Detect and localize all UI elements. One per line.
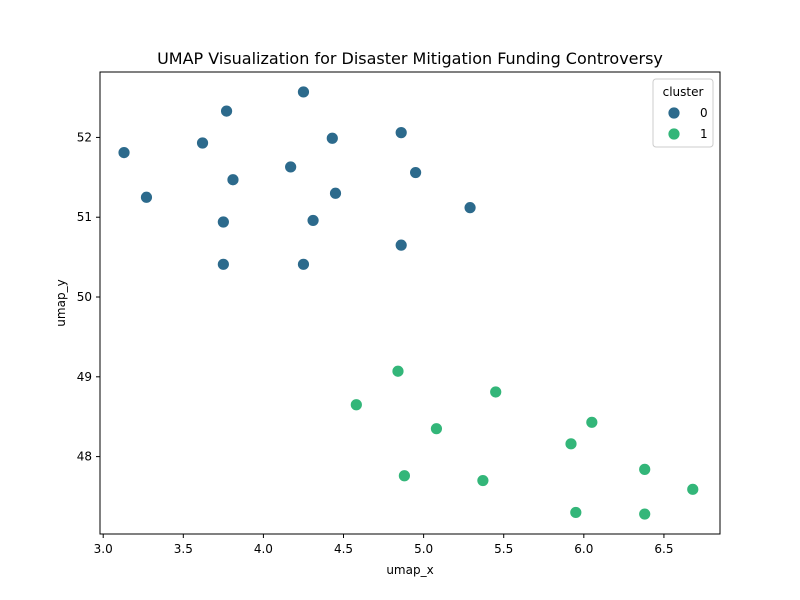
data-point-cluster-1	[489, 385, 503, 399]
legend-marker-cluster-0	[667, 106, 681, 120]
plot-frame	[99, 71, 721, 535]
data-point-cluster-0	[463, 201, 477, 215]
x-axis-label: umap_x	[386, 563, 433, 577]
legend: cluster 01	[652, 78, 714, 148]
legend-label-cluster-0: 0	[700, 106, 708, 120]
data-point-cluster-0	[325, 131, 339, 145]
legend-title: cluster	[663, 85, 704, 99]
x-tick-label: 5.0	[414, 542, 433, 556]
data-point-cluster-0	[297, 85, 310, 99]
data-point-cluster-1	[686, 482, 700, 496]
data-point-cluster-0	[196, 136, 209, 150]
legend-entries: 01	[667, 106, 708, 141]
x-tick-label: 3.0	[94, 542, 113, 556]
points-layer	[117, 85, 700, 521]
data-point-cluster-1	[564, 437, 578, 451]
data-point-cluster-0	[394, 126, 408, 140]
legend-box	[652, 78, 714, 148]
y-axis-label: umap_y	[54, 279, 68, 326]
data-point-cluster-1	[391, 364, 405, 378]
y-tick-label: 49	[77, 370, 92, 384]
data-point-cluster-0	[216, 257, 230, 271]
data-point-cluster-0	[284, 160, 298, 174]
data-point-cluster-0	[306, 214, 320, 227]
x-tick-label: 5.5	[494, 542, 513, 556]
data-point-cluster-0	[117, 146, 131, 159]
data-point-cluster-1	[585, 415, 599, 429]
data-point-cluster-0	[220, 104, 233, 118]
data-point-cluster-0	[329, 186, 342, 200]
data-point-cluster-1	[349, 398, 363, 412]
x-tick-label: 4.0	[254, 542, 273, 556]
y-tick-label: 48	[77, 450, 92, 464]
data-point-cluster-1	[476, 474, 490, 487]
y-axis: 48 49 50 51 52	[77, 130, 100, 464]
data-point-cluster-0	[409, 166, 423, 179]
x-axis: 3.0 3.5 4.0 4.5 5.0 5.5 6.0 6.5	[94, 534, 673, 556]
x-tick-label: 4.5	[334, 542, 353, 556]
data-point-cluster-0	[226, 173, 240, 187]
data-point-cluster-0	[216, 215, 230, 229]
data-point-cluster-1	[638, 462, 652, 476]
x-tick-label: 6.0	[574, 542, 593, 556]
data-point-cluster-1	[569, 506, 583, 519]
y-tick-label: 52	[77, 130, 92, 144]
data-point-cluster-0	[394, 238, 408, 252]
x-tick-label: 6.5	[654, 542, 673, 556]
data-point-cluster-1	[397, 469, 411, 483]
x-tick-label: 3.5	[174, 542, 193, 556]
data-point-cluster-1	[638, 507, 652, 521]
data-point-cluster-0	[297, 257, 310, 271]
legend-marker-cluster-1	[667, 127, 681, 141]
chart-title: UMAP Visualization for Disaster Mitigati…	[157, 49, 663, 68]
y-tick-label: 51	[77, 210, 92, 224]
y-tick-label: 50	[77, 290, 92, 304]
data-point-cluster-0	[140, 190, 153, 204]
legend-label-cluster-1: 1	[700, 127, 708, 141]
data-point-cluster-1	[430, 422, 443, 436]
